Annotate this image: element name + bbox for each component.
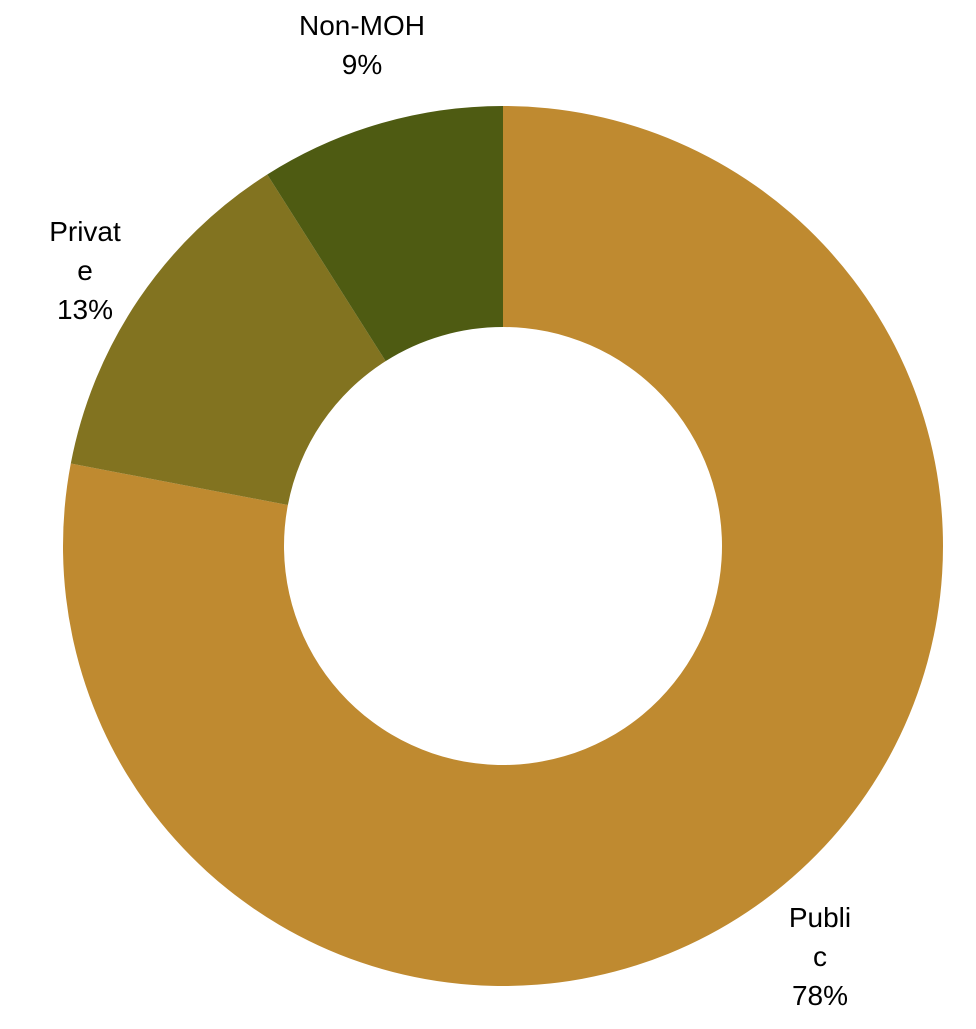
slice-private <box>70 174 386 505</box>
slice-non-moh <box>267 106 503 362</box>
slice-label-private-name-line2: e <box>77 255 93 286</box>
slice-label-non-moh-value: 9% <box>341 49 383 80</box>
slice-label-public: Publi c 78% <box>730 898 910 1015</box>
slice-public <box>62 106 944 986</box>
slice-label-private: Privat e 13% <box>0 212 170 329</box>
slice-label-public-name-line2: c <box>813 941 827 972</box>
slice-label-non-moh: Non-MOH 9% <box>262 6 462 84</box>
slice-label-private-name-line1: Privat <box>49 216 121 247</box>
slice-label-public-value: 78% <box>791 980 849 1011</box>
slice-label-private-value: 13% <box>56 294 114 325</box>
slice-label-non-moh-name: Non-MOH <box>298 10 425 41</box>
slice-label-public-name-line1: Publi <box>788 902 852 933</box>
